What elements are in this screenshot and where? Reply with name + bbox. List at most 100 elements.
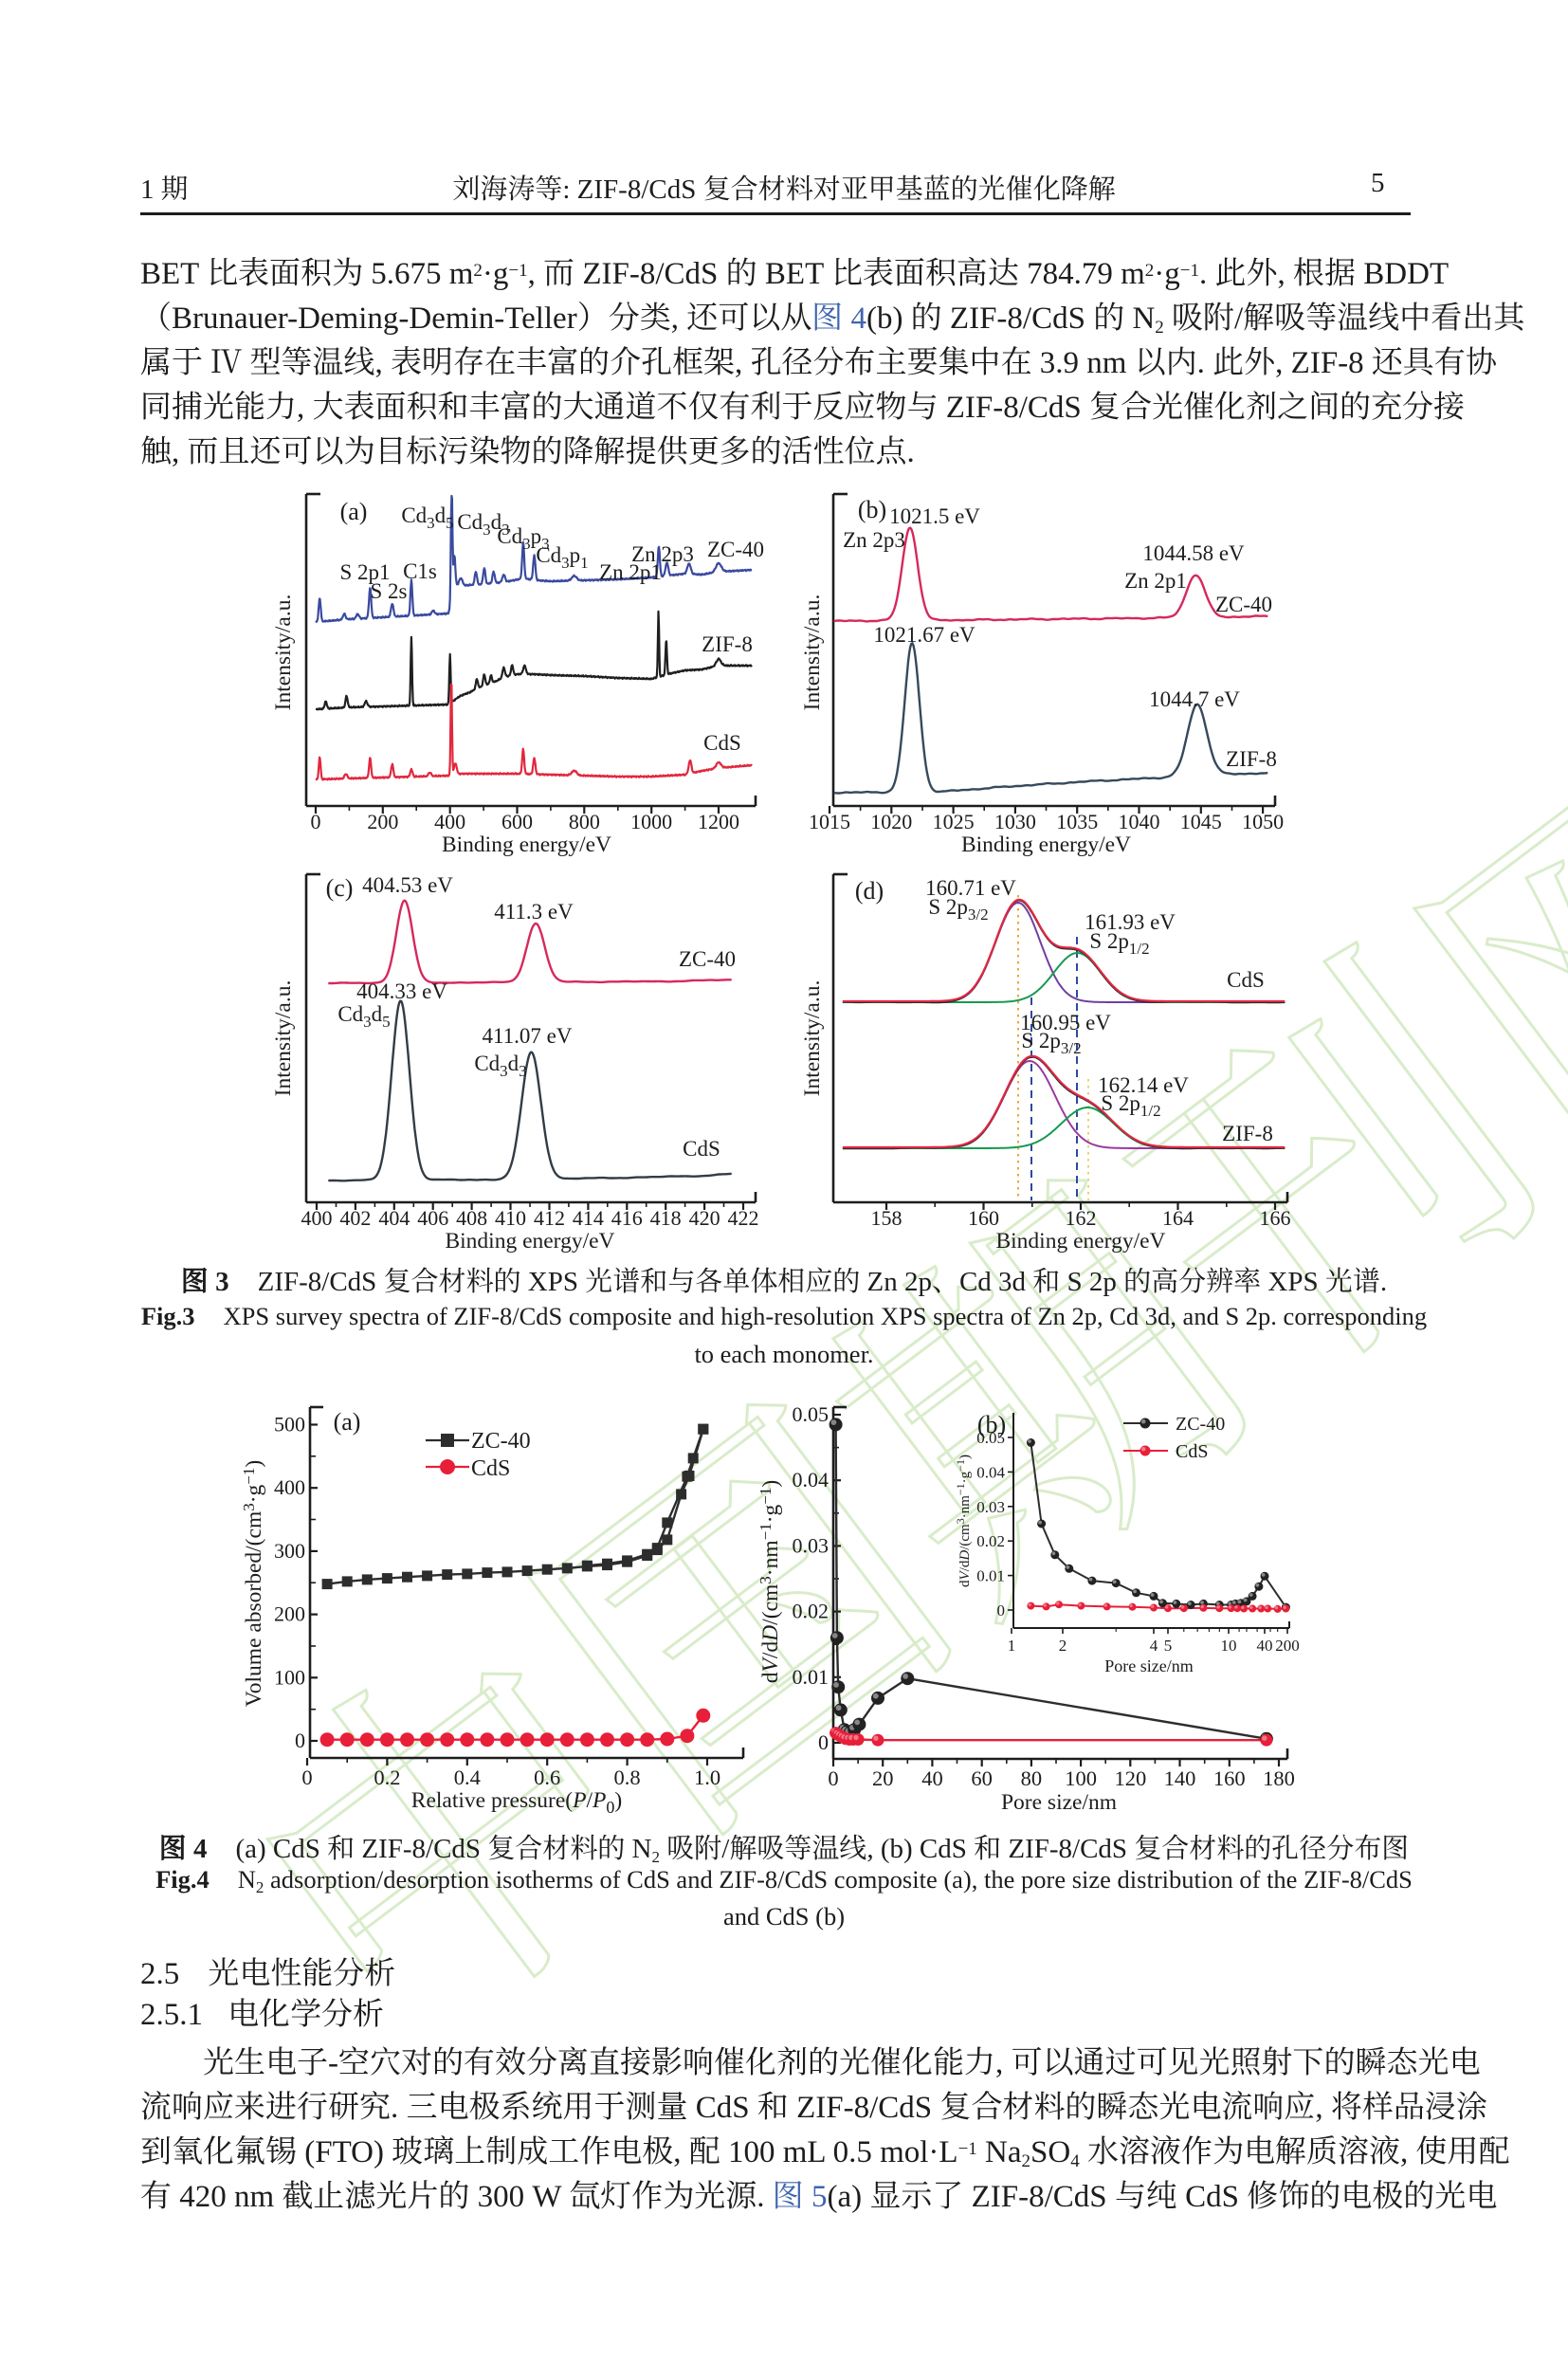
svg-text:(b): (b): [977, 1411, 1006, 1438]
svg-text:158: 158: [871, 1206, 903, 1230]
svg-text:180: 180: [1263, 1766, 1295, 1790]
svg-text:Zn 2p1: Zn 2p1: [599, 560, 662, 584]
svg-text:402: 402: [339, 1206, 371, 1230]
svg-text:404.53 eV: 404.53 eV: [362, 873, 453, 897]
svg-text:20: 20: [872, 1766, 894, 1790]
svg-text:ZC-40: ZC-40: [707, 538, 764, 561]
svg-text:Cd3d5: Cd3d5: [401, 503, 453, 532]
svg-text:0.02: 0.02: [793, 1600, 830, 1623]
svg-text:CdS: CdS: [683, 1137, 720, 1161]
svg-text:120: 120: [1114, 1766, 1146, 1790]
svg-text:1200: 1200: [698, 810, 739, 833]
svg-text:0.03: 0.03: [976, 1498, 1005, 1516]
svg-text:420: 420: [689, 1206, 720, 1230]
svg-text:164: 164: [1162, 1206, 1194, 1230]
svg-text:Cd3d3: Cd3d3: [474, 1052, 526, 1080]
svg-text:200: 200: [274, 1602, 305, 1626]
svg-text:1: 1: [1008, 1637, 1016, 1655]
svg-text:S 2p1: S 2p1: [339, 560, 390, 584]
svg-text:1021.67 eV: 1021.67 eV: [873, 623, 975, 647]
svg-text:160.95 eV: 160.95 eV: [1020, 1011, 1111, 1034]
svg-text:40: 40: [1257, 1637, 1273, 1655]
svg-text:2: 2: [1059, 1637, 1067, 1655]
svg-text:0.01: 0.01: [793, 1665, 830, 1689]
svg-text:1015: 1015: [809, 810, 850, 833]
svg-text:0.03: 0.03: [793, 1533, 830, 1557]
svg-text:Pore size/nm: Pore size/nm: [1001, 1790, 1117, 1815]
svg-text:Zn 2p3: Zn 2p3: [843, 528, 905, 552]
svg-text:400: 400: [301, 1206, 333, 1230]
svg-text:ZC-40: ZC-40: [1215, 593, 1272, 616]
svg-text:1040: 1040: [1119, 810, 1160, 833]
svg-text:1025: 1025: [933, 810, 975, 833]
svg-text:(d): (d): [855, 877, 884, 905]
svg-text:CdS: CdS: [471, 1456, 510, 1481]
svg-text:0: 0: [295, 1729, 305, 1752]
svg-text:CdS: CdS: [1227, 968, 1265, 992]
svg-text:166: 166: [1260, 1206, 1291, 1230]
svg-text:410: 410: [495, 1206, 526, 1230]
svg-text:1044.7 eV: 1044.7 eV: [1149, 687, 1240, 711]
svg-text:1044.58 eV: 1044.58 eV: [1142, 541, 1245, 565]
svg-text:Pore size/nm: Pore size/nm: [1104, 1656, 1193, 1675]
svg-text:(a): (a): [340, 498, 368, 525]
svg-text:422: 422: [728, 1206, 759, 1230]
svg-text:160: 160: [1213, 1766, 1246, 1790]
svg-text:162.14 eV: 162.14 eV: [1098, 1073, 1189, 1097]
svg-text:404: 404: [378, 1206, 410, 1230]
svg-text:ZIF-8: ZIF-8: [1226, 747, 1277, 771]
svg-text:500: 500: [274, 1413, 305, 1437]
svg-text:200: 200: [1275, 1637, 1300, 1655]
svg-text:Relative pressure(P/P0): Relative pressure(P/P0): [411, 1788, 622, 1817]
svg-text:400: 400: [434, 810, 465, 833]
svg-text:0.04: 0.04: [793, 1468, 830, 1491]
svg-text:160.71 eV: 160.71 eV: [925, 876, 1016, 900]
svg-text:0.05: 0.05: [976, 1429, 1005, 1447]
svg-text:Cd3d5: Cd3d5: [337, 1002, 390, 1031]
svg-text:162: 162: [1066, 1206, 1097, 1230]
svg-text:411.07 eV: 411.07 eV: [483, 1024, 573, 1048]
svg-text:dV/dD/(cm3·nm−1·g−1): dV/dD/(cm3·nm−1·g−1): [757, 1480, 783, 1683]
svg-text:ZC-40: ZC-40: [1176, 1414, 1225, 1435]
svg-text:600: 600: [501, 810, 533, 833]
svg-text:1021.5 eV: 1021.5 eV: [889, 504, 980, 528]
svg-text:0: 0: [997, 1601, 1006, 1620]
svg-text:408: 408: [456, 1206, 487, 1230]
svg-text:0.2: 0.2: [374, 1766, 400, 1789]
svg-text:Intensity/a.u.: Intensity/a.u.: [271, 980, 296, 1097]
svg-text:ZC-40: ZC-40: [471, 1429, 531, 1454]
svg-text:10: 10: [1221, 1637, 1237, 1655]
svg-text:414: 414: [573, 1206, 604, 1230]
svg-text:4: 4: [1150, 1637, 1158, 1655]
svg-text:dV/dD/(cm3·nm−1·g−1): dV/dD/(cm3·nm−1·g−1): [954, 1455, 973, 1587]
svg-text:1035: 1035: [1056, 810, 1098, 833]
svg-text:CdS: CdS: [703, 731, 741, 755]
svg-text:0.6: 0.6: [534, 1766, 560, 1789]
svg-text:Zn 2p1: Zn 2p1: [1124, 569, 1187, 593]
svg-text:800: 800: [569, 810, 600, 833]
svg-text:0: 0: [311, 810, 321, 833]
svg-text:Zn 2p3: Zn 2p3: [631, 542, 694, 566]
svg-text:1020: 1020: [870, 810, 912, 833]
svg-text:161.93 eV: 161.93 eV: [1085, 910, 1176, 934]
svg-text:Intensity/a.u.: Intensity/a.u.: [800, 595, 825, 711]
svg-text:60: 60: [971, 1766, 993, 1790]
svg-text:C1s: C1s: [403, 559, 437, 583]
svg-text:0.8: 0.8: [614, 1766, 641, 1789]
svg-text:100: 100: [274, 1665, 305, 1689]
svg-text:CdS: CdS: [1176, 1441, 1208, 1462]
svg-text:200: 200: [367, 810, 398, 833]
svg-text:1.0: 1.0: [694, 1766, 720, 1789]
svg-text:0.05: 0.05: [793, 1402, 830, 1426]
svg-text:0: 0: [828, 1766, 838, 1790]
svg-text:412: 412: [534, 1206, 565, 1230]
svg-text:Volume absorbed/(cm3·g−1): Volume absorbed/(cm3·g−1): [240, 1460, 266, 1707]
svg-text:5: 5: [1164, 1637, 1173, 1655]
svg-text:Binding energy/eV: Binding energy/eV: [445, 1229, 614, 1254]
svg-text:(a): (a): [334, 1408, 361, 1436]
svg-text:ZIF-8: ZIF-8: [1222, 1122, 1273, 1145]
svg-text:1045: 1045: [1180, 810, 1222, 833]
svg-text:416: 416: [611, 1206, 643, 1230]
svg-text:(b): (b): [858, 496, 886, 523]
svg-text:1030: 1030: [994, 810, 1036, 833]
